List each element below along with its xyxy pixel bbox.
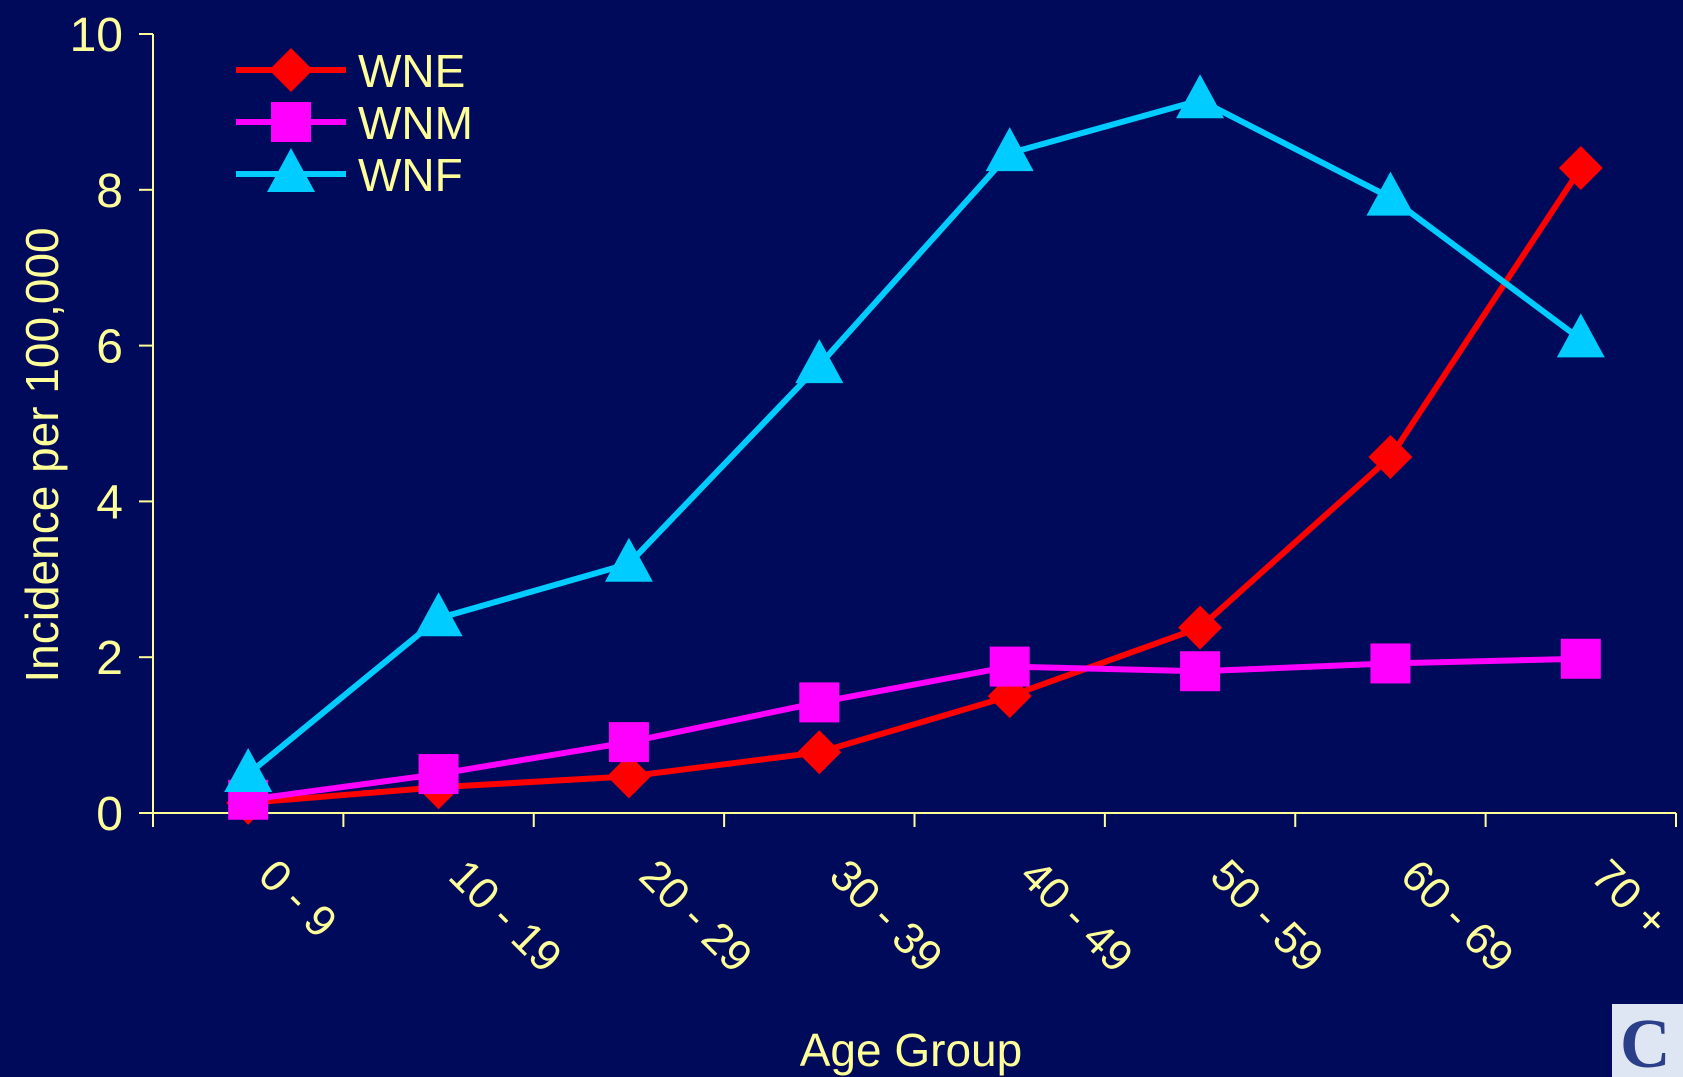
data-point (414, 592, 463, 637)
legend-label: WNF (358, 149, 463, 201)
legend-item-wnf: WNF (236, 148, 463, 201)
y-tick-label: 0 (96, 788, 123, 841)
legend-marker (267, 148, 315, 192)
data-point (1176, 74, 1225, 119)
data-point (1180, 651, 1221, 692)
legend-marker (271, 102, 311, 142)
legend-label: WNE (358, 45, 465, 97)
data-point (1560, 638, 1601, 679)
data-point (418, 754, 459, 795)
data-point (795, 339, 844, 384)
x-tick-label: 70 + (1582, 850, 1678, 946)
chart-series (224, 74, 1605, 825)
data-point (1366, 171, 1415, 216)
y-tick-label: 4 (96, 476, 123, 529)
y-tick-label: 6 (96, 321, 123, 374)
series-line (247, 166, 1584, 806)
x-tick-label: 30 - 39 (820, 850, 952, 982)
x-tick-label: 20 - 29 (630, 850, 762, 982)
data-point (608, 722, 649, 763)
legend-item-wne: WNE (236, 45, 465, 97)
x-tick-label: 60 - 69 (1391, 850, 1523, 982)
data-point (799, 682, 840, 723)
x-tick-label: 40 - 49 (1011, 850, 1143, 982)
x-tick-label: 10 - 19 (439, 850, 571, 982)
x-tick-label: 50 - 59 (1201, 850, 1333, 982)
y-axis-title: Incidence per 100,000 (16, 227, 68, 682)
legend-item-wnm: WNM (236, 97, 473, 149)
y-tick-label: 8 (96, 165, 123, 218)
data-point (797, 730, 842, 775)
series-wne (226, 145, 1603, 825)
logo: C (1612, 1004, 1683, 1077)
data-point (1368, 434, 1413, 479)
data-point (606, 754, 651, 799)
data-point (224, 748, 273, 793)
data-point (1558, 145, 1603, 190)
data-point (1178, 605, 1223, 650)
logo-letter: C (1620, 1006, 1671, 1077)
series-wnf (224, 74, 1605, 793)
data-point (985, 127, 1034, 172)
series-line (246, 97, 1583, 777)
x-axis-title: Age Group (800, 1024, 1022, 1076)
series-wnm (228, 638, 1601, 820)
legend-label: WNM (358, 97, 473, 149)
y-tick-label: 10 (70, 9, 123, 62)
data-point (1370, 643, 1411, 684)
series-line (247, 655, 1581, 803)
chart-axes: 0 2 4 6 8 10 0 - 9 10 - 19 20 - 29 30 - 39 40 - 49… (70, 9, 1678, 982)
y-tick-label: 2 (96, 632, 123, 685)
data-point (604, 537, 653, 582)
legend-marker (269, 48, 313, 92)
data-point (989, 646, 1030, 687)
data-point (1556, 313, 1605, 358)
x-tick-label: 0 - 9 (249, 850, 346, 947)
